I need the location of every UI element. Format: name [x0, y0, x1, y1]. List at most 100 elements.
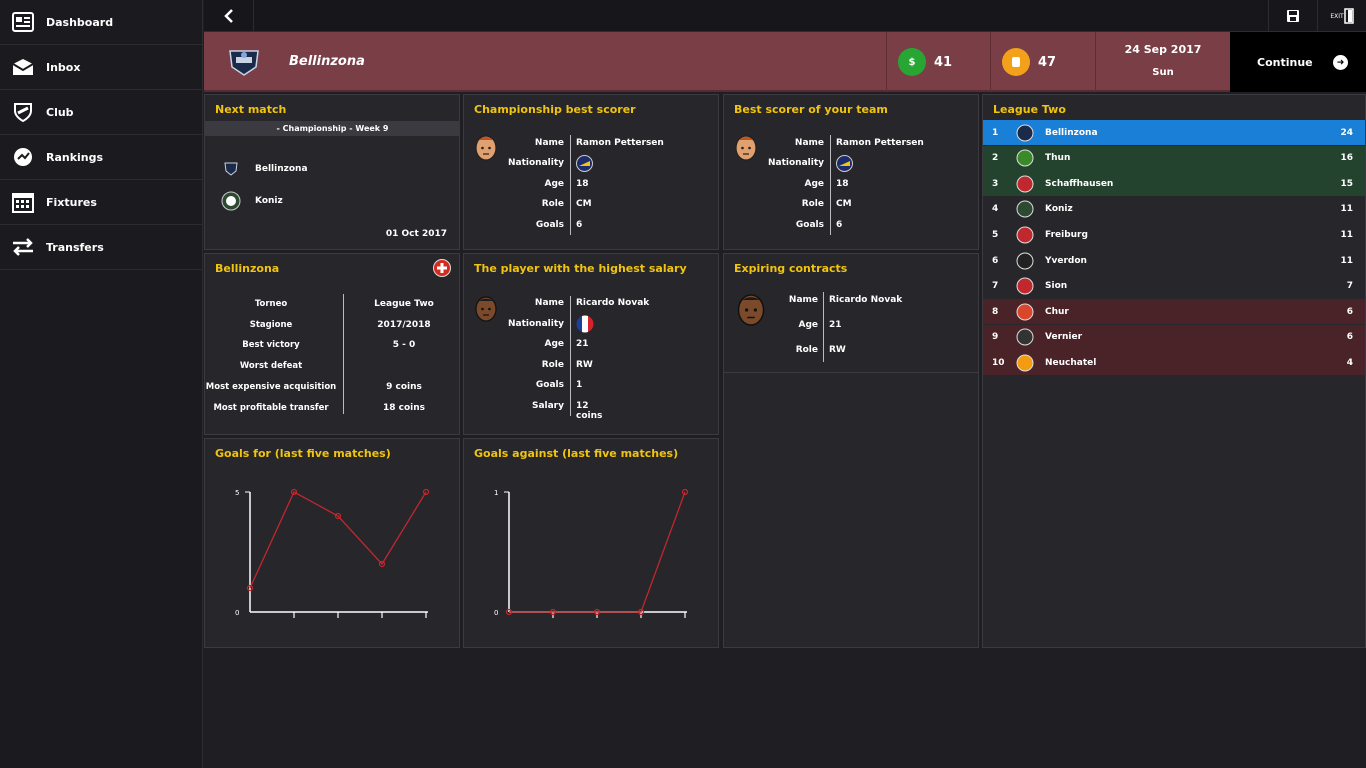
sidebar-item-label: Dashboard	[46, 15, 114, 29]
sidebar-item-transfers[interactable]: Transfers	[0, 225, 202, 270]
sidebar-item-inbox[interactable]: Inbox	[0, 45, 202, 90]
sidebar: Dashboard Inbox Club Rankings Fixtures T…	[0, 0, 203, 768]
goals-label: Goals	[535, 380, 564, 390]
coins-icon	[1002, 48, 1030, 76]
league-row[interactable]: 9 Vernier 6	[983, 324, 1365, 350]
chevron-right-icon: ➜	[1333, 55, 1348, 70]
league-row[interactable]: 10 Neuchatel 4	[983, 350, 1365, 376]
team-logo-icon	[1016, 252, 1034, 269]
team-points: 24	[1340, 127, 1353, 138]
sidebar-item-label: Fixtures	[46, 195, 97, 209]
data-point	[549, 608, 557, 616]
team-points: 4	[1346, 357, 1353, 368]
club-name: Bellinzona	[289, 54, 365, 69]
player-salary: 12 coins	[576, 401, 603, 421]
league-position: 8	[992, 306, 999, 317]
league-table-panel: League Two 1 Bellinzona 24 2 Thun 16 3 Schaffha…	[982, 94, 1366, 648]
panel-title: Best scorer of your team	[734, 103, 888, 116]
series-line	[249, 491, 427, 589]
top-bar: EXIT	[204, 0, 1366, 32]
club-info-panel: Bellinzona Torneo League Two Stagione 2017/…	[204, 253, 460, 435]
player-name: Ramon Pettersen	[576, 138, 664, 148]
league-row[interactable]: 4 Koniz 11	[983, 196, 1365, 222]
role-label: Role	[541, 199, 564, 209]
data-point	[593, 608, 601, 616]
team-points: 6	[1346, 332, 1353, 343]
league-row[interactable]: 5 Freiburg 11	[983, 222, 1365, 248]
current-date: 24 Sep 2017	[1124, 43, 1202, 56]
age-label: Age	[544, 339, 564, 349]
team-points: 6	[1346, 306, 1353, 317]
sidebar-item-label: Club	[46, 105, 74, 119]
divider	[570, 135, 571, 235]
transfers-icon	[11, 235, 35, 259]
goals-for-chart: 50	[235, 488, 430, 618]
league-row[interactable]: 7 Sion 7	[983, 273, 1365, 299]
league-row[interactable]: 1 Bellinzona 24	[983, 120, 1365, 145]
player-role: RW	[576, 360, 593, 370]
panel-title: Goals for (last five matches)	[215, 447, 391, 460]
team-scorer-panel: Best scorer of your team Name Ramon Pett…	[723, 94, 979, 250]
role-label: Role	[541, 360, 564, 370]
money-value: 41	[934, 54, 953, 70]
data-point	[378, 560, 386, 568]
nationality-flag	[576, 155, 593, 175]
save-button[interactable]	[1268, 0, 1317, 32]
sidebar-item-rankings[interactable]: Rankings	[0, 135, 202, 180]
team-name: Bellinzona	[1045, 127, 1098, 138]
team-name: Koniz	[1045, 204, 1073, 215]
age-label: Age	[544, 179, 564, 189]
highest-salary-panel: The player with the highest salary Name …	[463, 253, 719, 435]
chevron-left-icon	[223, 9, 233, 23]
back-button[interactable]	[204, 0, 254, 32]
money-symbol: $	[908, 56, 916, 68]
sidebar-item-dashboard[interactable]: Dashboard	[0, 0, 202, 45]
sidebar-item-label: Rankings	[46, 150, 104, 164]
league-position: 5	[992, 229, 999, 240]
team-name: Vernier	[1045, 332, 1083, 343]
nationality-flag	[836, 155, 853, 175]
club-info-key: Most profitable transfer	[213, 402, 329, 413]
continue-button[interactable]: Continue ➜	[1230, 32, 1366, 92]
panel-title: League Two	[993, 103, 1066, 116]
nationality-label: Nationality	[508, 158, 564, 168]
inbox-icon	[11, 55, 35, 79]
exit-button[interactable]: EXIT	[1317, 0, 1366, 32]
team-points: 16	[1340, 153, 1353, 164]
league-row[interactable]: 2 Thun 16	[983, 145, 1365, 171]
league-position: 7	[992, 281, 999, 292]
team-name: Sion	[1045, 281, 1068, 292]
coins-value: 47	[1038, 54, 1057, 70]
team-logo-icon	[1016, 277, 1034, 295]
league-position: 3	[992, 178, 999, 189]
team-logo-icon	[1016, 175, 1034, 193]
club-info-value: 9 coins	[386, 381, 422, 392]
team-logo-icon	[1016, 200, 1034, 218]
team-logo-icon	[1016, 124, 1034, 141]
club-info-value: 18 coins	[382, 402, 426, 413]
salary-label: Salary	[531, 401, 564, 411]
league-row[interactable]: 3 Schaffhausen 15	[983, 171, 1365, 197]
age-label: Age	[798, 320, 818, 330]
data-point	[637, 608, 645, 616]
y-tick-label: 0	[235, 609, 239, 617]
player-age: 21	[576, 339, 589, 349]
player-age: 18	[576, 179, 589, 189]
france-flag-icon	[576, 315, 594, 336]
exit-door-icon	[1343, 8, 1354, 24]
team-points: 7	[1346, 281, 1353, 292]
team-name: Neuchatel	[1045, 357, 1097, 368]
team-name: Chur	[1045, 306, 1069, 317]
player-name: Ricardo Novak	[576, 298, 650, 308]
panel-title: The player with the highest salary	[474, 262, 687, 275]
club-info-value: 2017/2018	[377, 319, 431, 330]
sidebar-item-club[interactable]: Club	[0, 90, 202, 135]
sidebar-item-fixtures[interactable]: Fixtures	[0, 180, 202, 225]
swiss-flag-icon	[433, 259, 451, 277]
date-display: 24 Sep 2017 Sun	[1095, 32, 1230, 92]
name-label: Name	[788, 295, 818, 305]
league-row[interactable]: 8 Chur 6	[983, 299, 1365, 325]
club-icon	[11, 100, 35, 124]
sidebar-item-label: Inbox	[46, 60, 81, 74]
league-row[interactable]: 6 Yverdon 11	[983, 248, 1365, 273]
